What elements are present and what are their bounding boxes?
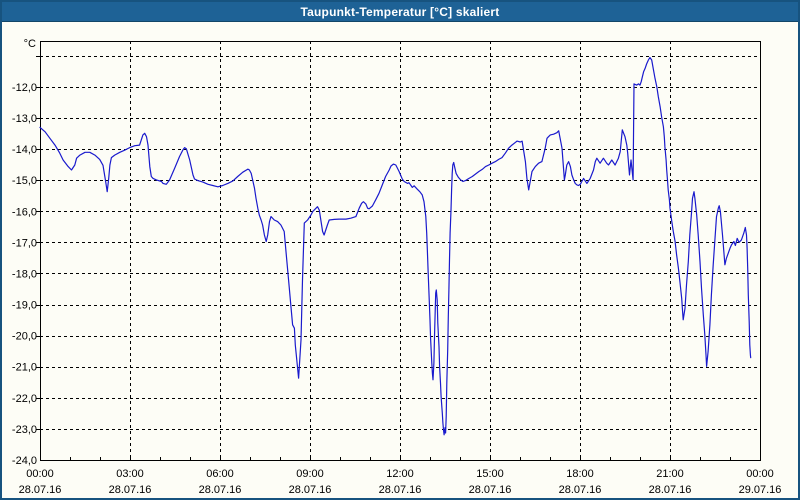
y-axis-tick-label: -18,0 xyxy=(12,268,37,280)
x-axis-time-label: 15:00 xyxy=(476,468,504,480)
y-axis-tick-label: -21,0 xyxy=(12,362,37,374)
y-axis-tick-label: -19,0 xyxy=(12,300,37,312)
window-titlebar: Taupunkt-Temperatur [°C] skaliert xyxy=(0,0,800,22)
axis-labels: °C -12,0 -13,0 -14,0 -15,0 -16,0 -17,0 -18,0 -19… xyxy=(12,38,781,496)
y-axis-tick-label: -17,0 xyxy=(12,237,37,249)
y-axis-tick-label: -22,0 xyxy=(12,393,37,405)
x-axis-time-label: 18:00 xyxy=(566,468,594,480)
x-axis-date-label: 28.07.16 xyxy=(379,484,422,496)
y-axis-tick-label: -12,0 xyxy=(12,82,37,94)
x-axis-date-label: 28.07.16 xyxy=(649,484,692,496)
x-axis-date-label: 28.07.16 xyxy=(199,484,242,496)
y-axis-tick-label: -15,0 xyxy=(12,175,37,187)
x-axis-time-label: 09:00 xyxy=(296,468,324,480)
x-axis-time-label: 03:00 xyxy=(116,468,144,480)
gridlines xyxy=(40,41,760,460)
x-axis-date-label: 28.07.16 xyxy=(109,484,152,496)
x-axis-time-label: 00:00 xyxy=(746,468,774,480)
x-axis-time-label: 00:00 xyxy=(26,468,54,480)
x-axis-time-label: 21:00 xyxy=(656,468,684,480)
y-axis-tick-label: -16,0 xyxy=(12,206,37,218)
x-axis-date-label: 28.07.16 xyxy=(469,484,512,496)
y-axis-tick-label: -14,0 xyxy=(12,144,37,156)
y-axis-tick-label: -20,0 xyxy=(12,331,37,343)
window-title: Taupunkt-Temperatur [°C] skaliert xyxy=(300,4,500,19)
x-axis-date-label: 28.07.16 xyxy=(19,484,62,496)
x-axis-date-label: 29.07.16 xyxy=(739,484,782,496)
series-line xyxy=(39,56,752,436)
y-axis-unit-label: °C xyxy=(24,38,36,50)
x-axis-date-label: 28.07.16 xyxy=(289,484,332,496)
y-axis-tick-label: -13,0 xyxy=(12,113,37,125)
y-axis-tick-label: -23,0 xyxy=(12,424,37,436)
x-axis-time-label: 06:00 xyxy=(206,468,234,480)
axes xyxy=(36,41,761,461)
y-axis-tick-label: -24,0 xyxy=(12,455,37,467)
x-axis-time-label: 12:00 xyxy=(386,468,414,480)
x-axis-date-label: 28.07.16 xyxy=(559,484,602,496)
